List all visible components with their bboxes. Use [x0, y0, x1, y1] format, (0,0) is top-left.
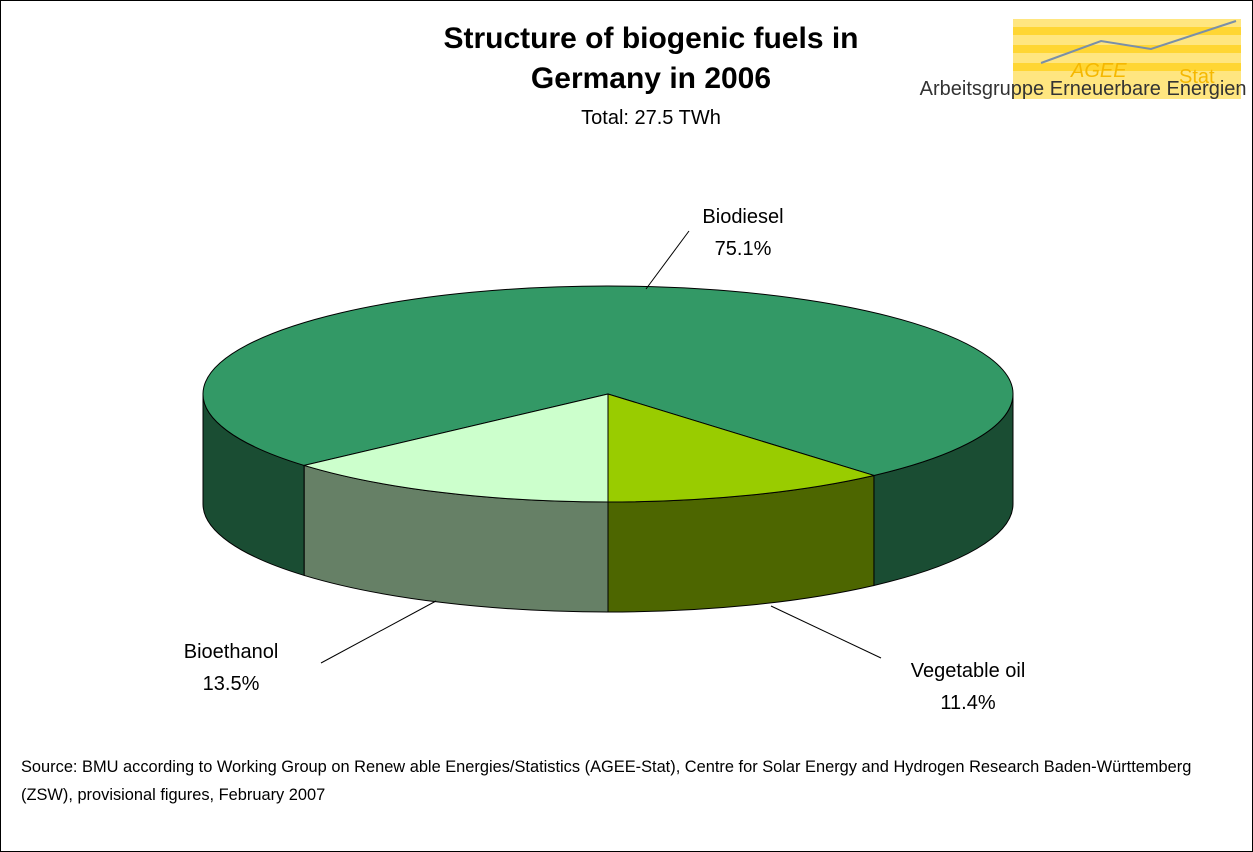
logo-stripe	[1013, 63, 1241, 71]
logo-stripe	[1013, 45, 1241, 53]
slice-label: Bioethanol	[184, 641, 279, 663]
slice	[607, 393, 876, 503]
logo-line	[1040, 20, 1237, 64]
logo-name: AGEE	[1070, 60, 1127, 82]
chart-subtitle: Total: 27.5 TWh	[581, 107, 721, 129]
slice-label: Vegetable oil	[911, 660, 1026, 682]
slice	[302, 393, 609, 503]
value-label: 13.5%	[203, 673, 260, 695]
leader-line	[770, 605, 882, 659]
slice-label: Biodiesel	[702, 206, 783, 228]
slice	[202, 285, 1014, 476]
logo-caption: Arbeitsgruppe Erneuerbare Energien - Sta…	[920, 78, 1252, 100]
logo-stripe	[1013, 27, 1241, 35]
chart-title: Structure of biogenic fuels in Germany i…	[443, 22, 859, 95]
source-note: Source: BMU according to Working Group o…	[21, 758, 1192, 804]
logo-suffix: Stat	[1179, 66, 1215, 88]
leader-line	[320, 600, 437, 664]
value-label: 11.4%	[940, 692, 995, 714]
value-label: 75.1%	[715, 238, 772, 260]
leader-line	[645, 230, 690, 290]
logo: AGEE Stat Arbeitsgruppe Erneuerbare Ener…	[920, 19, 1252, 100]
